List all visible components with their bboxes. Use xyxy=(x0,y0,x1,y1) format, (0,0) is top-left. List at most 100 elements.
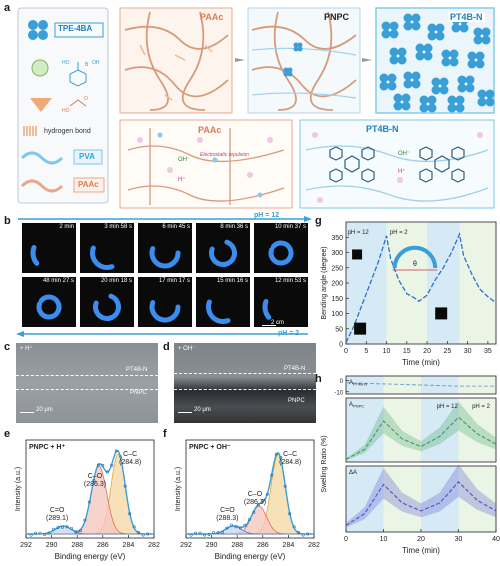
fit-envelope xyxy=(26,450,153,535)
data-point xyxy=(141,533,145,537)
legend-pva-label: PVA xyxy=(79,152,95,161)
data-point xyxy=(207,532,211,536)
panel-b-label: b xyxy=(4,215,11,227)
hydrogel-strip xyxy=(90,245,115,270)
data-point xyxy=(132,525,136,529)
h-xtick-label: 40 xyxy=(492,536,500,543)
data-point xyxy=(96,463,100,467)
paac-network-box xyxy=(119,7,233,114)
formula-o: O xyxy=(84,96,88,102)
tpe-clover-icon xyxy=(28,20,48,40)
inset-photo-1 xyxy=(352,249,363,260)
x-axis-title: Binding energy (eV) xyxy=(55,552,126,561)
photo-frame: 12 min 53 s xyxy=(254,277,308,327)
peak-name-1: C–O xyxy=(88,473,103,480)
sem-c-bottom: PNPC xyxy=(130,390,147,396)
data-point xyxy=(87,500,91,504)
photo-frame: 2 min xyxy=(22,223,76,273)
photo-scale-label: 2 cm xyxy=(271,320,285,326)
data-point xyxy=(225,526,229,530)
photo-time-label: 17 min 17 s xyxy=(158,278,190,284)
data-point xyxy=(83,518,87,522)
photo-frame: 8 min 36 s xyxy=(196,223,250,273)
data-point xyxy=(146,532,150,536)
x-tick-label: 30 xyxy=(464,348,472,355)
xps-chart-e: 292 290 288 286 284 282 Binding energy (eV) Int… xyxy=(15,439,160,561)
y-tick-label: 250 xyxy=(331,265,343,272)
h-y-axis-title: Swelling Ratio (%) xyxy=(321,435,328,492)
y-axis-title: Bending angle (degree) xyxy=(321,246,328,319)
y-tick-label: 300 xyxy=(331,250,343,257)
data-point xyxy=(92,478,96,482)
h-xtick-label: 30 xyxy=(455,536,463,543)
photo-time-label: 10 min 37 s xyxy=(274,224,306,230)
box-pnpc-title: PNPC xyxy=(324,12,350,22)
x-tick-label: 10 xyxy=(383,348,391,355)
photo-grid: 2 min 3 min 58 s 6 min 45 s 8 min 36 s 10 mi… xyxy=(22,223,312,329)
boronic-acid-icon xyxy=(69,62,87,87)
x-tick-label: 288 xyxy=(231,542,243,549)
bending-angle-chart: 0 50 100 150 200 250 300 350 0 5 10 15 20 25 30 35 Time … xyxy=(321,221,497,367)
photo-time-label: 15 min 16 s xyxy=(216,278,248,284)
panel-b-arrows xyxy=(16,216,312,337)
formula-b: B xyxy=(85,62,89,68)
y-tick-label: 100 xyxy=(331,311,343,318)
legend-paac-label: PAAc xyxy=(78,180,99,189)
hydrogel-strip xyxy=(262,299,272,320)
h-band2-1 xyxy=(421,398,459,462)
panel-f-label: f xyxy=(163,428,167,440)
peak-name-2: C=O xyxy=(50,507,65,514)
band-ph12-2 xyxy=(427,222,460,344)
photo-frame: 17 min 17 s xyxy=(138,277,192,327)
data-point xyxy=(270,473,274,477)
x-tick-label: 290 xyxy=(46,542,58,549)
peak-value-2: (289.1) xyxy=(46,515,68,522)
h-sub-label-1: APNPC xyxy=(349,402,364,409)
plot-frame xyxy=(185,439,315,539)
y-tick-label: 150 xyxy=(331,296,343,303)
ion-h-2: H⁺ xyxy=(398,169,406,175)
data-point xyxy=(279,456,283,460)
data-point xyxy=(247,518,251,522)
legend-tpe-label: TPE-4BA xyxy=(58,24,93,33)
photo-frame: 3 min 58 s xyxy=(80,223,134,273)
x-axis-title: Time (min) xyxy=(402,358,440,367)
y-tick-label: 200 xyxy=(331,281,343,288)
h-xtick-label: 20 xyxy=(417,536,425,543)
hydrogel-strip xyxy=(149,300,181,323)
data-point xyxy=(203,533,207,537)
h-series-0 xyxy=(345,382,496,387)
legend-hbond-label: hydrogen bond xyxy=(44,128,91,135)
x-tick-label: 5 xyxy=(364,348,368,355)
x-tick-label: 35 xyxy=(484,348,492,355)
h-ytick-label: 0 xyxy=(340,379,344,385)
photo-scale-bar xyxy=(262,325,276,326)
data-point xyxy=(69,526,73,530)
error-band-1 xyxy=(346,401,496,461)
fit-envelope xyxy=(186,451,313,535)
data-point xyxy=(198,531,202,535)
ph2-label: pH = 2 xyxy=(278,330,300,337)
box-paac-title: PAAc xyxy=(200,12,224,22)
error-band-2 xyxy=(346,464,496,528)
bending-series-line xyxy=(345,232,497,343)
x-tick-label: 20 xyxy=(423,348,431,355)
h-frame-1 xyxy=(345,397,497,463)
photo-frame: 15 min 16 s xyxy=(196,277,250,327)
sem-image-d xyxy=(174,343,316,423)
theta-arc xyxy=(392,245,438,269)
sem-c-cond: + H⁺ xyxy=(20,346,33,352)
data-point xyxy=(56,525,60,529)
photo-time-label: 48 min 27 s xyxy=(42,278,74,284)
y-axis-title: Intensity (a.u.) xyxy=(175,467,182,511)
h-series-2 xyxy=(345,481,497,526)
chart-subtitle: PNPC + H⁺ xyxy=(29,444,65,451)
peak-value-2: (288.3) xyxy=(216,515,238,522)
hydrogel-strip xyxy=(206,299,231,324)
h-frame-0 xyxy=(345,375,497,395)
sem-c-scale: 20 μm xyxy=(36,407,53,413)
data-point xyxy=(261,499,265,503)
panel-g-label: g xyxy=(315,215,322,227)
data-point xyxy=(306,532,310,536)
panel-c-label: c xyxy=(4,341,11,353)
